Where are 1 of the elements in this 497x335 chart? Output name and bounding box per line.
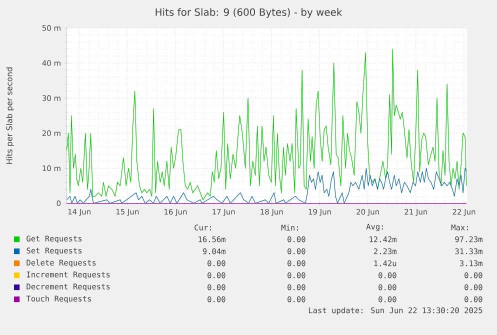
chart-title: Hits for Slab: 9 (600 Bytes) - by week [156,8,342,18]
